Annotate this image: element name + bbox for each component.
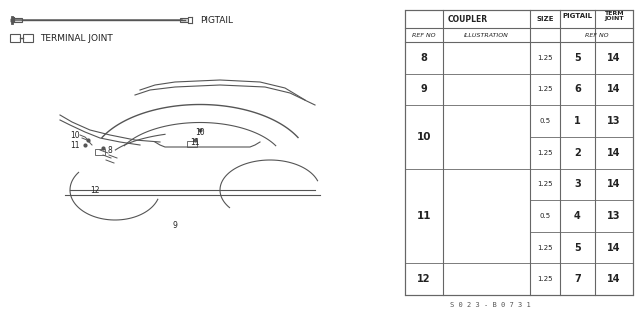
Bar: [187, 141, 197, 147]
Text: 4: 4: [574, 211, 581, 221]
Text: 6: 6: [574, 84, 581, 94]
Text: 9: 9: [420, 84, 427, 94]
Text: PIGTAIL: PIGTAIL: [200, 15, 233, 25]
Text: 13: 13: [607, 116, 620, 126]
Text: 14: 14: [607, 53, 620, 63]
Text: TERMINAL JOINT: TERMINAL JOINT: [40, 34, 113, 43]
Text: 11: 11: [417, 211, 431, 221]
Text: 11: 11: [70, 140, 80, 149]
Text: 13: 13: [607, 211, 620, 221]
Text: PIGTAIL: PIGTAIL: [562, 13, 592, 19]
Text: 14: 14: [607, 84, 620, 94]
Text: 14: 14: [607, 243, 620, 252]
Bar: [23, 34, 33, 42]
Text: REF NO: REF NO: [412, 33, 436, 37]
Bar: [10, 34, 20, 42]
Text: 12: 12: [90, 186, 100, 195]
Text: S 0 2 3 - B 0 7 3 1: S 0 2 3 - B 0 7 3 1: [450, 302, 531, 308]
Text: REF NO: REF NO: [585, 33, 608, 37]
Text: 2: 2: [574, 148, 581, 158]
Text: 1.25: 1.25: [537, 276, 553, 282]
Text: 1.25: 1.25: [537, 55, 553, 61]
Text: ILLUSTRATION: ILLUSTRATION: [464, 33, 509, 37]
Text: COUPLER: COUPLER: [447, 14, 487, 23]
Text: 12: 12: [417, 274, 431, 284]
Text: 1.25: 1.25: [537, 181, 553, 187]
Text: 1.25: 1.25: [537, 86, 553, 92]
Text: 7: 7: [574, 274, 581, 284]
Bar: [95, 149, 105, 155]
Text: 14: 14: [607, 179, 620, 189]
Text: 5: 5: [574, 53, 581, 63]
Bar: [405, 10, 633, 295]
Text: 0.5: 0.5: [540, 118, 550, 124]
Text: 8: 8: [420, 53, 427, 63]
Text: 10: 10: [417, 132, 431, 142]
Text: 10: 10: [70, 131, 80, 140]
Text: 1.25: 1.25: [537, 150, 553, 156]
Text: TERM
JOINT: TERM JOINT: [604, 11, 624, 21]
Text: 3: 3: [574, 179, 581, 189]
Bar: [180, 18, 188, 22]
Text: 8: 8: [108, 146, 112, 155]
Bar: [14, 18, 22, 22]
Text: 14: 14: [607, 148, 620, 158]
Text: 9: 9: [173, 220, 178, 229]
Text: 10: 10: [195, 127, 205, 137]
Text: 1.25: 1.25: [537, 244, 553, 251]
Text: SIZE: SIZE: [536, 16, 554, 22]
Text: 0.5: 0.5: [540, 213, 550, 219]
Text: 11: 11: [190, 138, 200, 147]
Text: 5: 5: [574, 243, 581, 252]
Text: 1: 1: [574, 116, 581, 126]
Text: 14: 14: [607, 274, 620, 284]
